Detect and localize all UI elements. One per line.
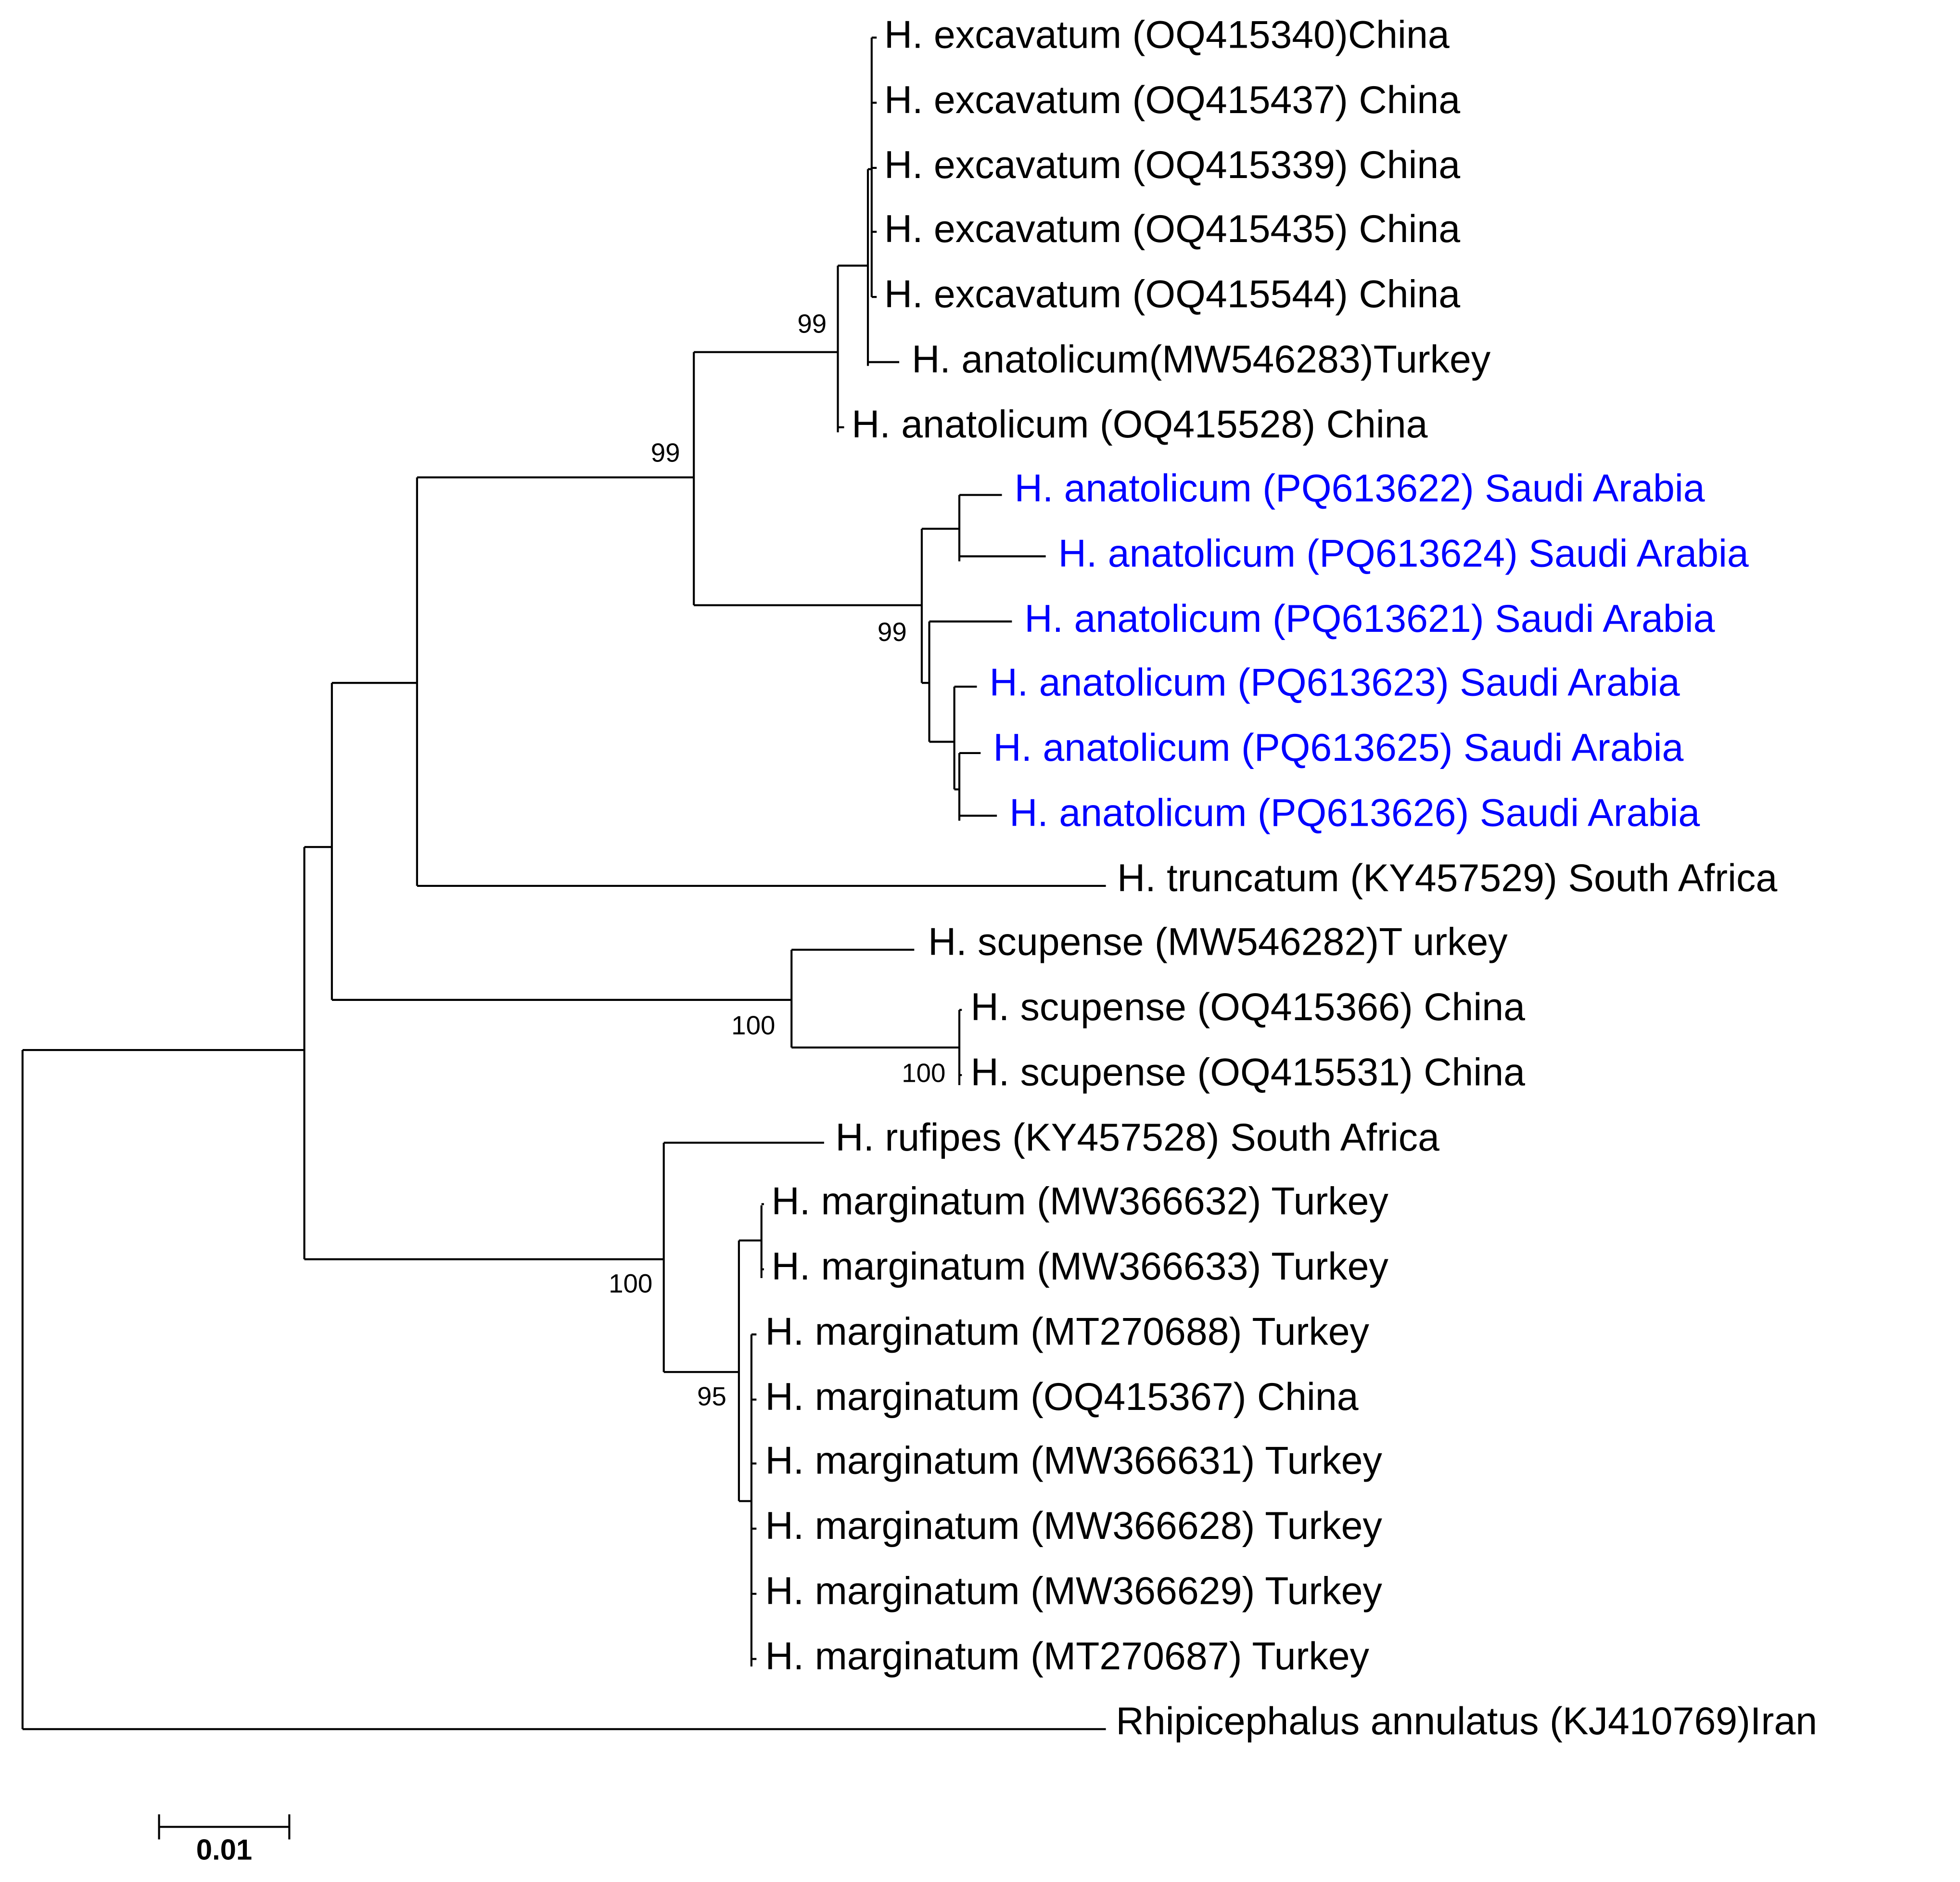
leaf-label: H. anatolicum (OQ415528) China — [852, 403, 1427, 446]
leaf-label: H. marginatum (MW366631) Turkey — [765, 1439, 1383, 1483]
leaf-label: H. scupense (OQ415531) China — [970, 1050, 1525, 1094]
labels: H. excavatum (OQ415340)China H. excavatum… — [609, 13, 1817, 1743]
bootstrap-value: 100 — [609, 1269, 652, 1298]
leaf-label: H. anatolicum (PQ613626) Saudi Arabia — [1009, 791, 1700, 834]
leaf-label: H. marginatum (MW366633) Turkey — [772, 1245, 1389, 1288]
leaf-label: H. truncatum (KY457529) South Africa — [1117, 857, 1777, 900]
leaf-label: H. marginatum (OQ415367) China — [765, 1375, 1359, 1419]
leaf-label: H. anatolicum(MW546283)Turkey — [912, 338, 1491, 381]
bootstrap-value: 99 — [797, 309, 827, 338]
leaf-label: H. scupense (MW546282)T urkey — [928, 921, 1508, 964]
bootstrap-value: 99 — [651, 438, 680, 468]
leaf-label: H. marginatum (MT270688) Turkey — [765, 1310, 1370, 1353]
branches — [21, 37, 1106, 1730]
bootstrap-value: 95 — [697, 1382, 726, 1411]
leaf-label: H. excavatum (OQ415339) China — [884, 143, 1460, 187]
leaf-label: H. marginatum (MW366629) Turkey — [765, 1569, 1383, 1613]
scale-bar-label: 0.01 — [196, 1833, 253, 1866]
leaf-label: H. excavatum (OQ415435) China — [884, 207, 1460, 251]
leaf-label: H. marginatum (MT270687) Turkey — [765, 1635, 1370, 1678]
leaf-label: H. anatolicum (PQ613625) Saudi Arabia — [993, 726, 1683, 769]
leaf-label: H. anatolicum (PQ613621) Saudi Arabia — [1024, 597, 1715, 640]
leaf-label: H. excavatum (OQ415340)China — [884, 13, 1450, 56]
leaf-label: H. excavatum (OQ415544) China — [884, 272, 1460, 316]
leaf-label: H. scupense (OQ415366) China — [970, 986, 1525, 1029]
leaf-label: H. excavatum (OQ415437) China — [884, 78, 1460, 122]
leaf-label: Rhipicephalus annulatus (KJ410769)Iran — [1116, 1700, 1817, 1743]
leaf-label: H. anatolicum (PQ613622) Saudi Arabia — [1015, 467, 1705, 510]
leaf-label: H. anatolicum (PQ613623) Saudi Arabia — [990, 661, 1680, 704]
leaf-label: H. marginatum (MW366632) Turkey — [772, 1180, 1389, 1223]
bootstrap-value: 100 — [902, 1059, 945, 1088]
bootstrap-value: 100 — [731, 1011, 775, 1040]
leaf-label: H. marginatum (MW366628) Turkey — [765, 1504, 1383, 1548]
leaf-label: H. rufipes (KY457528) South Africa — [835, 1116, 1439, 1159]
leaf-label: H. anatolicum (PQ613624) Saudi Arabia — [1058, 532, 1749, 575]
bootstrap-value: 99 — [878, 617, 907, 647]
